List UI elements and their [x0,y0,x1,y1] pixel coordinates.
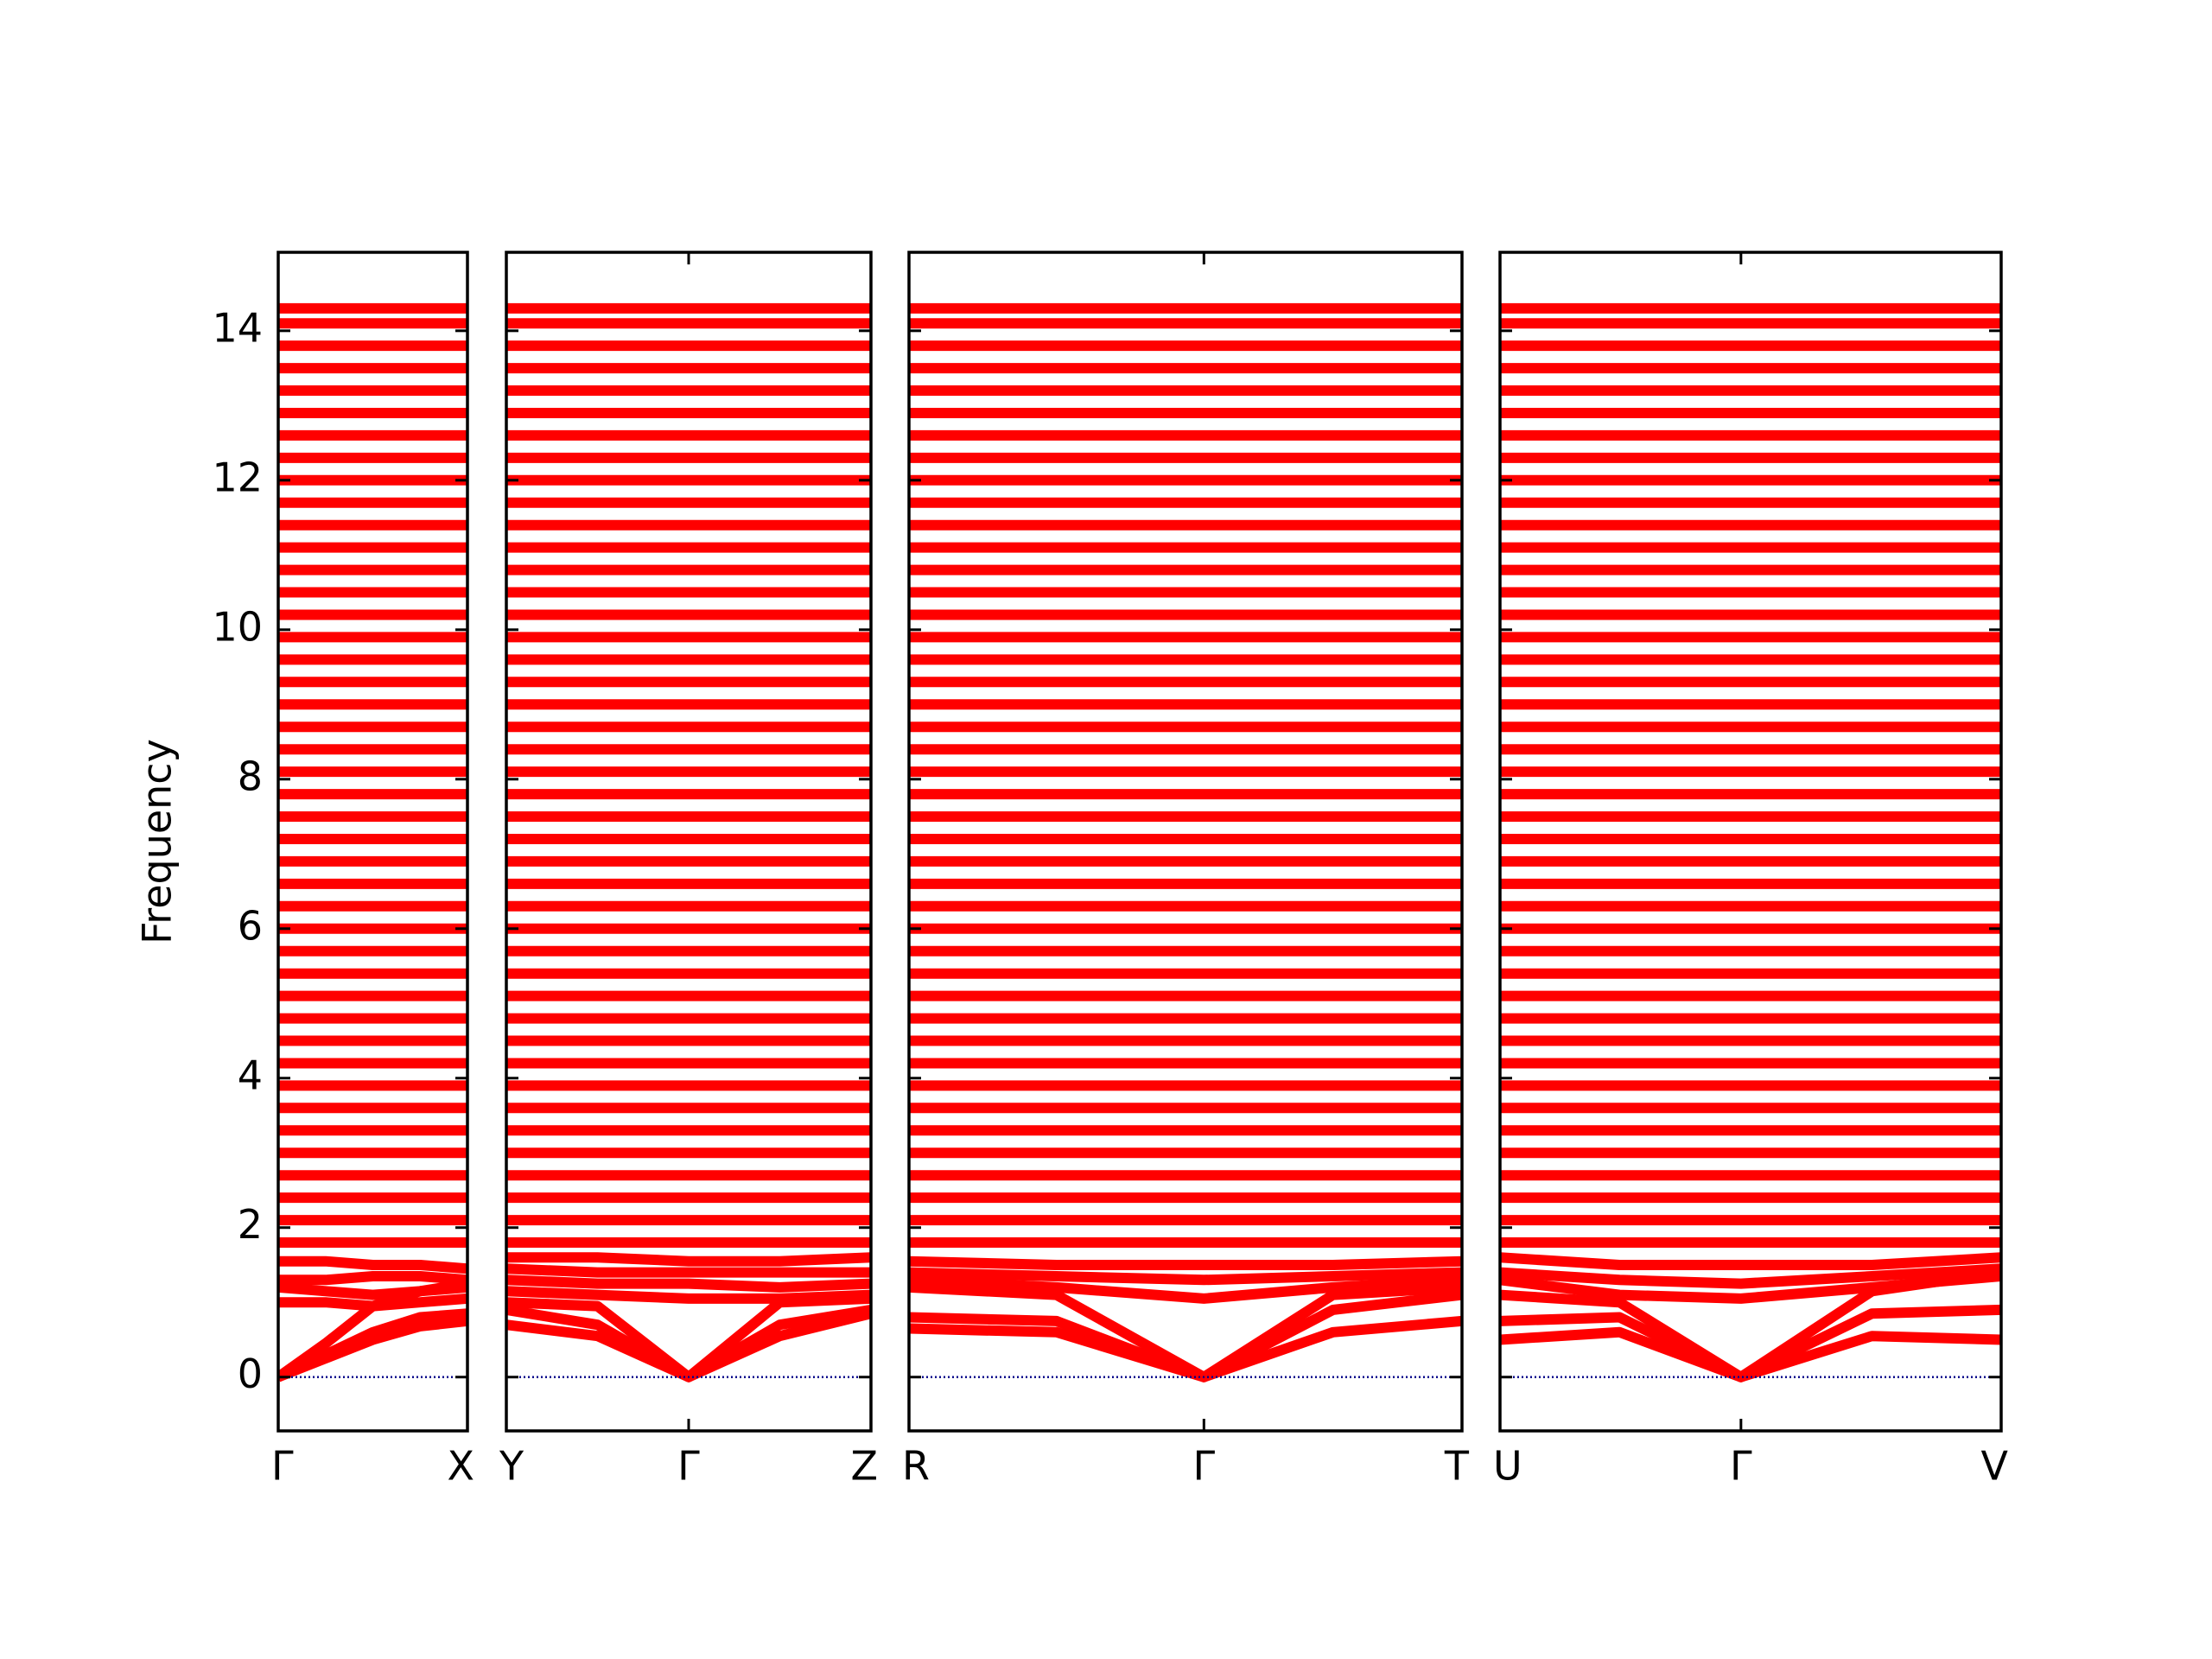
band-line [278,1293,467,1312]
x-tick-label: V [1981,1443,2009,1490]
axes-frame [1498,251,2003,1433]
y-tick-label: 4 [238,1052,263,1098]
band-line [506,1274,871,1293]
y-axis-label: Frequency [134,739,181,944]
x-tick-label: Γ [1730,1443,1752,1490]
x-tick-label: Γ [271,1443,294,1490]
band-line [1500,1271,2001,1304]
x-tick-label: Z [850,1443,878,1490]
band-line [1500,1252,2001,1270]
band-line [909,1274,1462,1304]
y-tick-label: 2 [238,1201,263,1248]
axes-frame [276,251,469,1433]
y-tick-label: 0 [238,1351,263,1397]
plot-area [1500,302,2001,1382]
axes-frame [907,251,1464,1433]
band-line [909,1255,1462,1270]
x-tick-label: T [1444,1443,1470,1490]
band-line [278,1255,467,1274]
y-tick-label: 6 [238,902,263,949]
band-line [909,1267,1462,1286]
y-tick-label: 12 [212,454,263,500]
band-line [278,1308,467,1382]
band-line [278,1271,467,1286]
x-tick-label: Γ [1193,1443,1216,1490]
x-tick-label: U [1493,1443,1522,1490]
x-tick-label: Y [499,1443,524,1490]
plot-area [909,302,1462,1382]
y-tick-label: 10 [212,603,263,650]
band-line [506,1286,871,1304]
plot-area [278,302,467,1382]
band-line [506,1304,871,1382]
band-line [278,1278,467,1300]
x-tick-label: Γ [677,1443,700,1490]
plot-area [506,302,871,1382]
y-tick-label: 14 [212,304,263,351]
y-tick-label: 8 [238,753,263,799]
x-tick-label: R [902,1443,930,1490]
band-line [506,1293,871,1382]
band-line [506,1252,871,1267]
x-tick-label: X [447,1443,474,1490]
band-line [506,1263,871,1278]
band-line [1500,1263,2001,1289]
